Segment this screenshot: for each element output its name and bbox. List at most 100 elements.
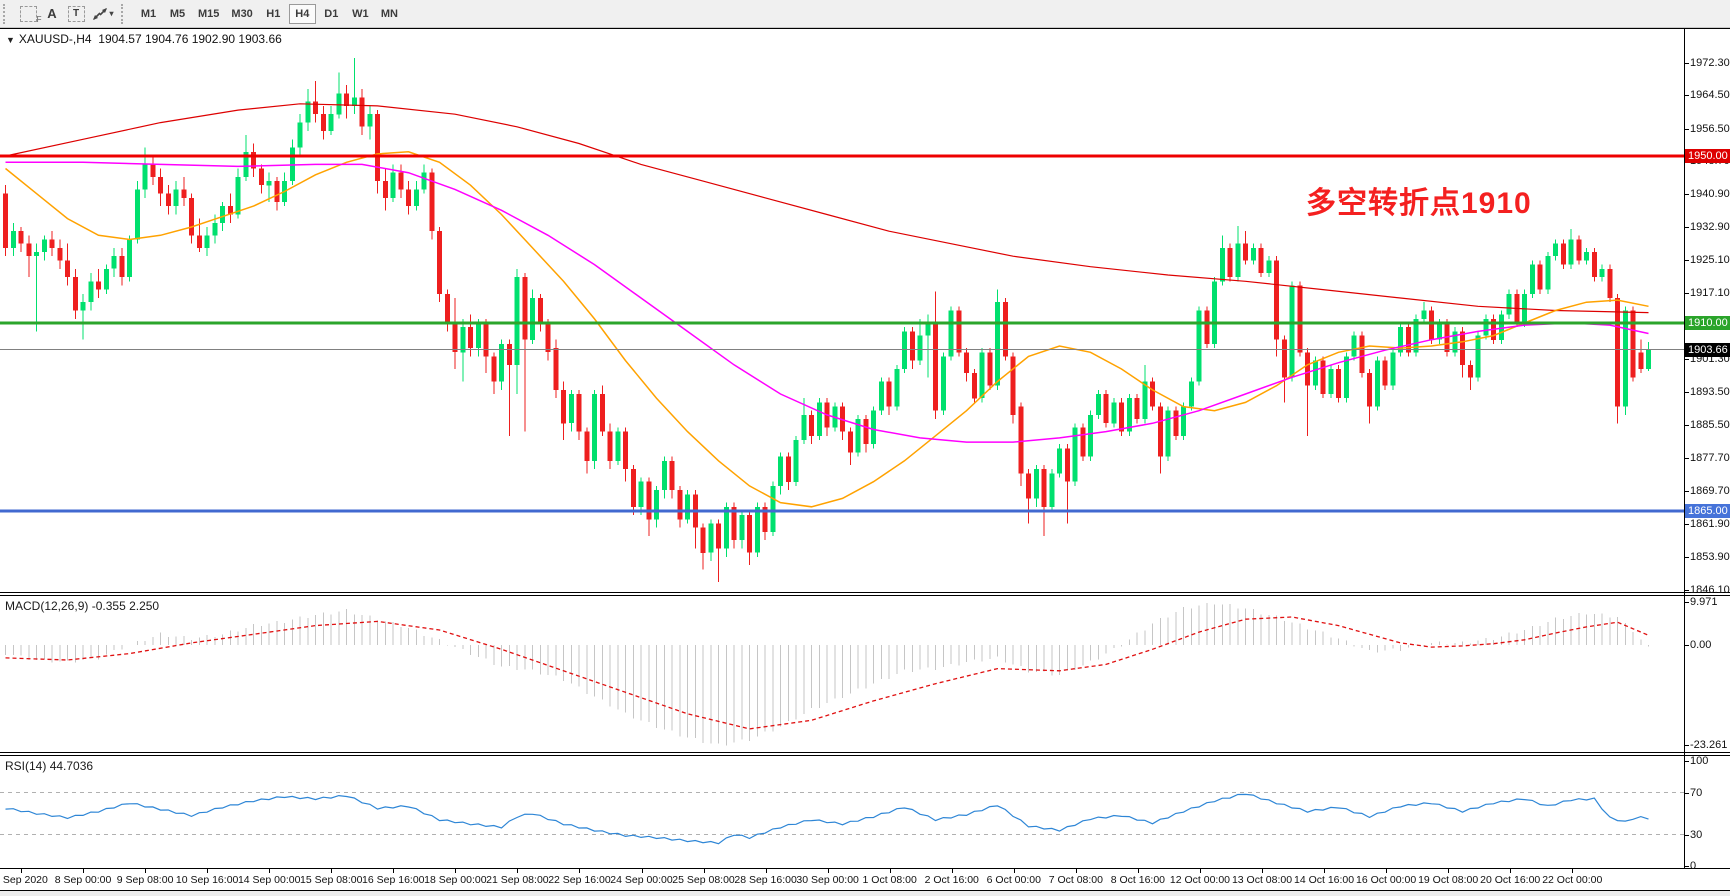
axis-tick: [1684, 63, 1689, 64]
axis-tick: [1684, 557, 1689, 558]
axis-tick: [1684, 491, 1689, 492]
ohlc-values: 1904.57 1904.76 1902.90 1903.66: [98, 32, 282, 46]
date-label: 14 Oct 16:00: [1293, 874, 1355, 886]
macd-panel[interactable]: [0, 596, 1684, 752]
date-tick: [269, 869, 271, 873]
date-tick: [1199, 869, 1201, 873]
symbol-collapse-caret[interactable]: ▼: [6, 35, 15, 45]
date-label: 12 Oct 00:00: [1169, 874, 1230, 886]
dropdown-caret-icon[interactable]: ▾: [109, 9, 114, 18]
main-chart-panel[interactable]: [0, 29, 1684, 592]
axis-tick: [1684, 793, 1689, 794]
window-bottom-border: [0, 890, 1730, 891]
price-axis-label: 1972.30: [1690, 56, 1730, 69]
date-label: 30 Sep 00:00: [796, 874, 859, 886]
price-axis-label: 1956.50: [1690, 122, 1730, 135]
price-badge-1910.00: 1910.00: [1685, 316, 1730, 331]
price-axis-label: 1846.10: [1690, 583, 1730, 596]
price-axis-label: 70: [1690, 786, 1703, 799]
price-axis-label: 0: [1690, 860, 1697, 872]
main-macd-separator-a[interactable]: [0, 592, 1730, 593]
tf-button-H1[interactable]: H1: [260, 4, 287, 24]
tf-button-M1[interactable]: M1: [135, 4, 162, 24]
toolbar-grip[interactable]: [3, 3, 12, 24]
chart-ohlc-title: ▼ XAUUSD-,H4 1904.57 1904.76 1902.90 1903…: [6, 32, 282, 46]
tf-button-D1[interactable]: D1: [318, 4, 345, 24]
axis-tick: [1684, 458, 1689, 459]
macd-rsi-separator-b[interactable]: [0, 755, 1730, 756]
text-t-glyph: T: [72, 7, 80, 19]
rsi-name: RSI(14): [5, 759, 47, 773]
axis-tick: [1684, 602, 1689, 603]
price-axis-label: 1940.90: [1690, 188, 1730, 200]
price-badge-1865.00: 1865.00: [1685, 503, 1730, 518]
axis-tick: [1684, 129, 1689, 130]
axis-tick: [1684, 95, 1689, 96]
date-label: 9 Sep 08:00: [116, 874, 174, 886]
macd-values: -0.355 2.250: [91, 599, 160, 613]
axis-tick: [1684, 866, 1689, 867]
date-axis-border: [0, 868, 1730, 869]
date-label: 18 Sep 00:00: [424, 874, 487, 886]
tf-button-MN[interactable]: MN: [376, 4, 403, 24]
text-label-box: T: [67, 5, 85, 22]
date-tick: [1510, 869, 1512, 873]
date-tick: [1013, 869, 1015, 873]
date-tick: [765, 869, 767, 873]
arrows-icon-svg: [93, 7, 108, 20]
date-tick: [517, 869, 519, 873]
date-label: 20 Oct 16:00: [1480, 874, 1541, 886]
date-tick: [145, 869, 147, 873]
tf-button-M30[interactable]: M30: [226, 4, 257, 24]
date-label: 28 Sep 16:00: [734, 874, 797, 886]
price-axis-label: -23.261: [1690, 739, 1728, 752]
macd-rsi-separator-a[interactable]: [0, 752, 1730, 753]
axis-tick: [1684, 761, 1689, 762]
price-axis-label: 1885.50: [1690, 419, 1730, 432]
axis-tick: [1684, 745, 1689, 746]
tf-button-M15[interactable]: M15: [193, 4, 224, 24]
quote-box-f-icon[interactable]: F: [16, 4, 42, 24]
price-axis-label: 1932.90: [1690, 221, 1730, 234]
tf-button-M5[interactable]: M5: [164, 4, 191, 24]
annotation-text[interactable]: 多空转折点1910: [1306, 187, 1532, 220]
axis-tick: [1684, 227, 1689, 228]
date-tick: [641, 869, 643, 873]
date-label: 19 Oct 08:00: [1418, 874, 1479, 886]
date-tick: [21, 869, 22, 873]
window-bottom-strip: [0, 891, 1730, 896]
price-axis-label: 1877.70: [1690, 451, 1730, 464]
price-axis-label: 1853.90: [1690, 551, 1730, 564]
date-tick: [1075, 869, 1077, 873]
symbol-timeframe-label: XAUUSD-,H4: [18, 32, 92, 46]
date-label: 7 Oct 08:00: [1048, 874, 1103, 886]
price-axis-border: [1684, 29, 1685, 890]
axis-tick: [1684, 645, 1689, 646]
rsi-panel[interactable]: [0, 756, 1684, 868]
text-label-icon[interactable]: T: [64, 4, 88, 24]
toolbar-grip-2[interactable]: [121, 3, 130, 24]
price-axis-label: 1869.70: [1690, 485, 1730, 498]
axis-tick: [1684, 260, 1689, 261]
rsi-indicator-label: RSI(14) 44.7036: [5, 759, 93, 773]
date-label: 15 Sep 08:00: [300, 874, 363, 886]
date-tick: [1448, 869, 1450, 873]
main-macd-separator-b[interactable]: [0, 595, 1730, 596]
price-axis-label: 100: [1690, 755, 1709, 767]
date-label: 16 Sep 16:00: [362, 874, 425, 886]
date-tick: [889, 869, 891, 873]
date-tick: [1137, 869, 1139, 873]
arrows-tool-icon[interactable]: ▾: [88, 4, 118, 24]
date-tick: [207, 869, 209, 873]
date-label: 8 Sep 00:00: [54, 874, 112, 886]
axis-tick: [1684, 524, 1689, 525]
axis-tick: [1684, 293, 1689, 294]
tf-button-H4[interactable]: H4: [288, 3, 316, 24]
axis-tick: [1684, 835, 1689, 836]
tf-button-W1[interactable]: W1: [347, 4, 374, 24]
date-tick: [455, 869, 457, 873]
date-label: 2 Oct 16:00: [924, 874, 979, 886]
letter-a-icon[interactable]: A: [40, 4, 64, 24]
